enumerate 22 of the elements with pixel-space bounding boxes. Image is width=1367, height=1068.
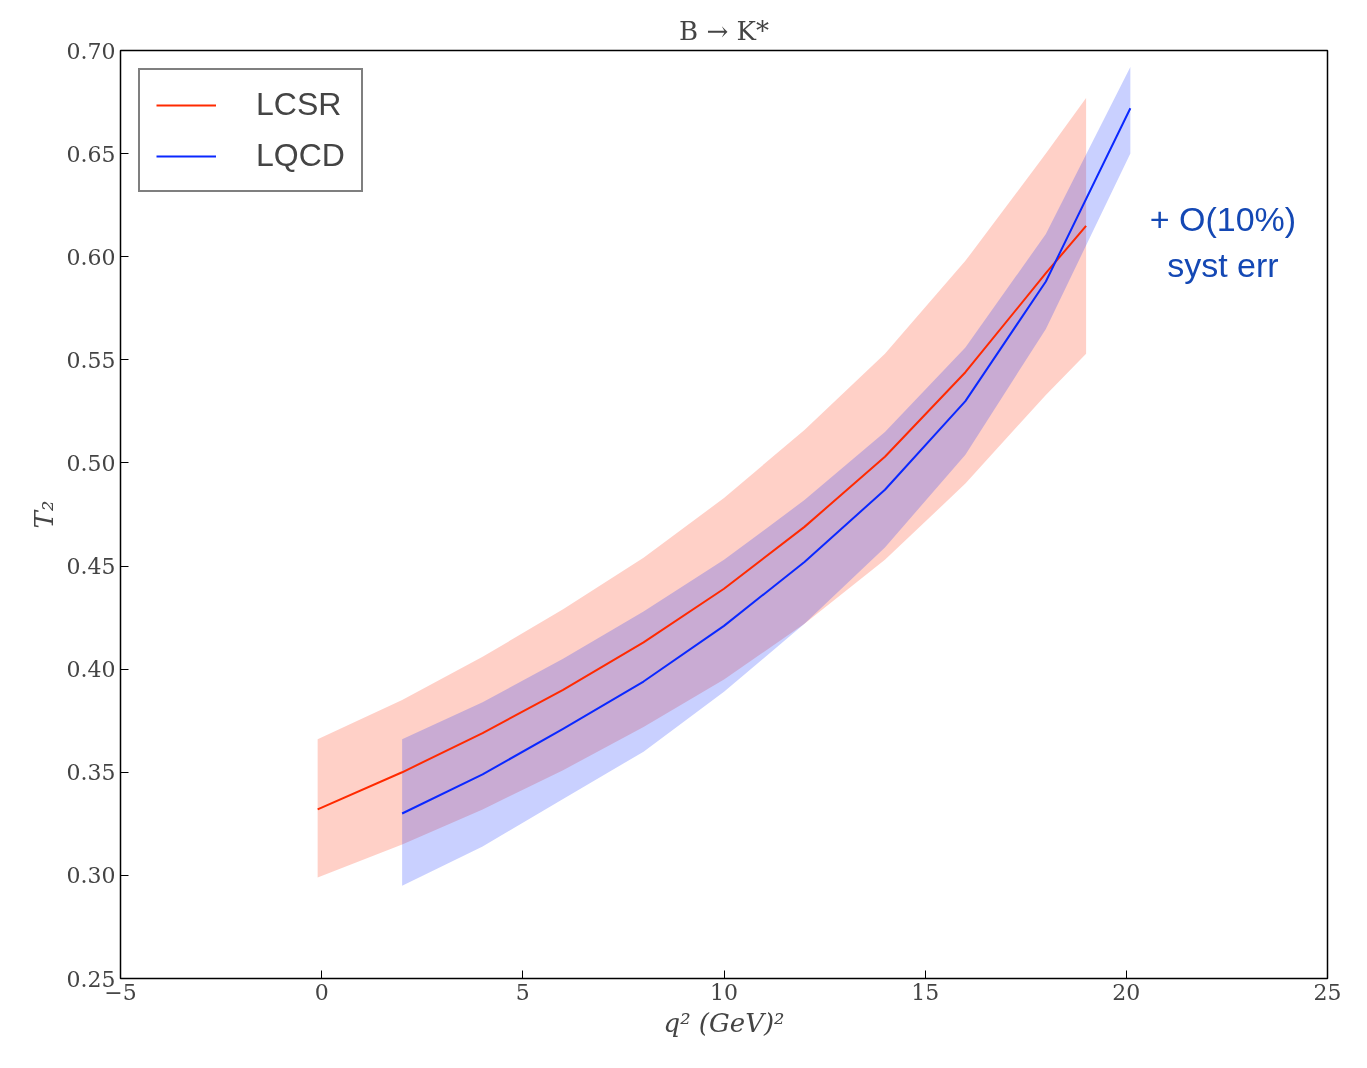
y-tick-label: 0.30 [66, 863, 116, 889]
x-tick-label: 25 [1313, 979, 1342, 1005]
chart-title: B → K* [679, 15, 769, 46]
y-axis-title: T₂ [28, 500, 59, 529]
legend-label: LQCD [256, 137, 345, 174]
y-tick-label: 0.50 [66, 450, 116, 476]
line-series [316, 224, 1088, 811]
x-axis-title: q² (GeV)² [663, 1007, 785, 1038]
y-tick-label: 0.35 [66, 760, 116, 786]
x-tick-label: 15 [911, 979, 940, 1005]
x-tick-label: 0 [314, 979, 329, 1005]
y-tick-label: 0.70 [66, 38, 116, 64]
y-tick-label: 0.45 [66, 554, 116, 580]
y-tick-label: 0.40 [66, 657, 116, 683]
legend-label: LCSR [256, 86, 342, 123]
y-tick-label: 0.60 [66, 244, 116, 270]
y-tick-label: 0.65 [66, 141, 116, 167]
x-tick-label: 5 [515, 979, 530, 1005]
annotation: + O(10%) syst err [1149, 200, 1297, 285]
x-tick-label: 10 [710, 979, 738, 1005]
y-tick-label: 0.55 [66, 347, 116, 373]
x-tick-label: 20 [1112, 979, 1141, 1005]
